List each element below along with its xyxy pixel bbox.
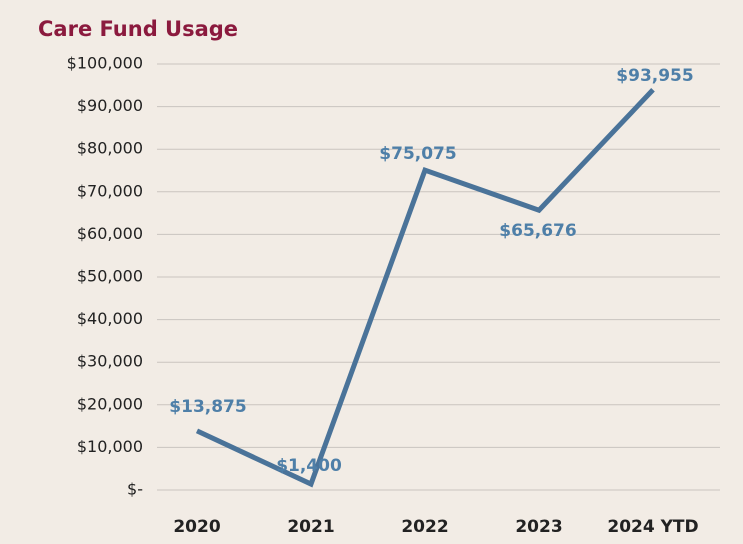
y-tick-label: $10,000 (77, 437, 143, 456)
y-tick-label: $40,000 (77, 309, 143, 328)
y-tick-label: $60,000 (77, 224, 143, 243)
data-label: $93,955 (616, 66, 693, 86)
x-tick-label: 2023 (515, 517, 562, 537)
x-tick-label: 2024 YTD (607, 517, 698, 537)
data-label: $65,676 (499, 221, 576, 241)
data-label: $13,875 (169, 397, 246, 417)
y-tick-label: $100,000 (67, 54, 143, 73)
y-tick-label: $80,000 (77, 139, 143, 158)
x-tick-label: 2022 (401, 517, 448, 537)
x-tick-label: 2021 (287, 517, 334, 537)
y-tick-label: $70,000 (77, 181, 143, 200)
y-tick-label: $90,000 (77, 96, 143, 115)
chart-title: Care Fund Usage (38, 17, 238, 41)
line (195, 88, 655, 488)
y-tick-label: $50,000 (77, 267, 143, 286)
x-tick-label: 2020 (173, 517, 220, 537)
data-label: $1,400 (276, 456, 342, 476)
y-tick-label: $- (127, 480, 143, 499)
y-tick-label: $20,000 (77, 394, 143, 413)
y-tick-label: $30,000 (77, 352, 143, 371)
data-label: $75,075 (379, 144, 456, 164)
